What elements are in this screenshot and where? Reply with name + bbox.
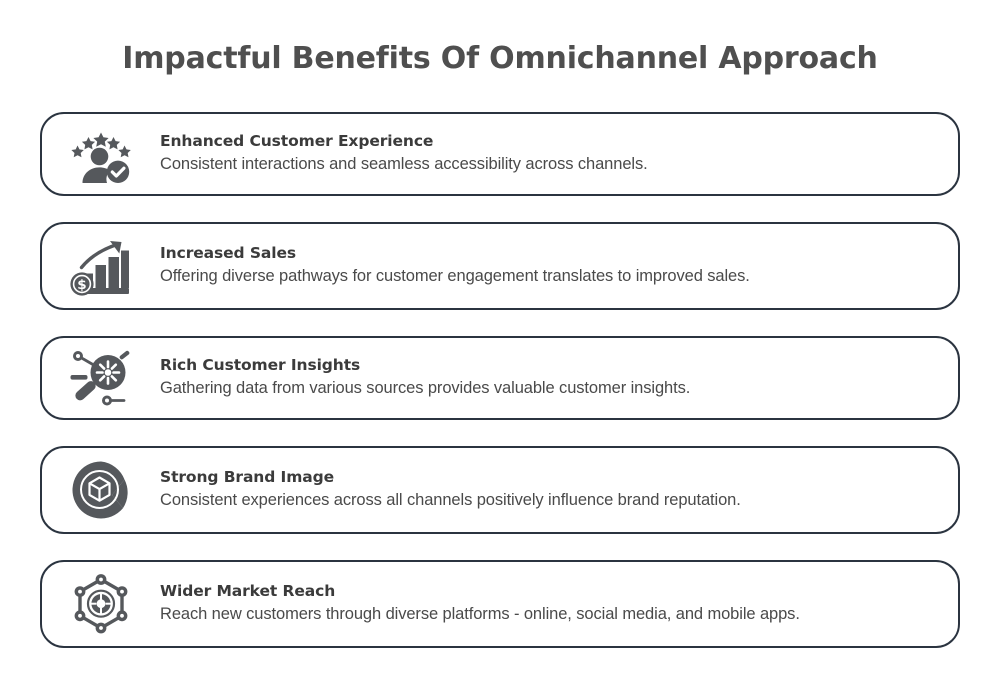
brand-badge-cube-icon xyxy=(42,448,160,532)
bar-chart-growth-dollar-icon: $ xyxy=(42,224,160,308)
benefit-card-body: Rich Customer Insights Gathering data fr… xyxy=(160,356,940,399)
benefit-card-heading: Strong Brand Image xyxy=(160,468,335,487)
page-title: Impactful Benefits Of Omnichannel Approa… xyxy=(122,41,878,76)
benefit-card[interactable]: Strong Brand Image Consistent experience… xyxy=(40,446,960,534)
benefit-card[interactable]: Rich Customer Insights Gathering data fr… xyxy=(40,336,960,420)
benefit-card-body: Strong Brand Image Consistent experience… xyxy=(160,468,940,511)
benefit-card-description: Offering diverse pathways for customer e… xyxy=(160,266,750,285)
benefit-card-heading: Wider Market Reach xyxy=(160,582,336,601)
benefit-card-list: Enhanced Customer Experience Consistent … xyxy=(40,112,960,674)
customer-stars-check-icon xyxy=(42,114,160,194)
benefit-card[interactable]: Wider Market Reach Reach new customers t… xyxy=(40,560,960,648)
benefit-card-heading: Increased Sales xyxy=(160,244,297,263)
benefit-card[interactable]: $ Increased Sales Offering diverse pathw… xyxy=(40,222,960,310)
benefit-card-heading: Rich Customer Insights xyxy=(160,356,361,375)
benefit-card-description: Consistent interactions and seamless acc… xyxy=(160,154,648,173)
benefit-card-description: Reach new customers through diverse plat… xyxy=(160,604,800,623)
benefit-card-body: Wider Market Reach Reach new customers t… xyxy=(160,582,940,625)
magnifier-insights-icon xyxy=(42,338,160,418)
svg-text:$: $ xyxy=(77,277,86,293)
benefit-card-description: Gathering data from various sources prov… xyxy=(160,378,691,397)
network-hexagon-globe-icon xyxy=(42,562,160,646)
benefit-card-body: Enhanced Customer Experience Consistent … xyxy=(160,132,940,175)
benefit-card-body: Increased Sales Offering diverse pathway… xyxy=(160,244,940,287)
benefit-card-description: Consistent experiences across all channe… xyxy=(160,490,741,509)
benefit-card-heading: Enhanced Customer Experience xyxy=(160,132,434,151)
benefit-card[interactable]: Enhanced Customer Experience Consistent … xyxy=(40,112,960,196)
